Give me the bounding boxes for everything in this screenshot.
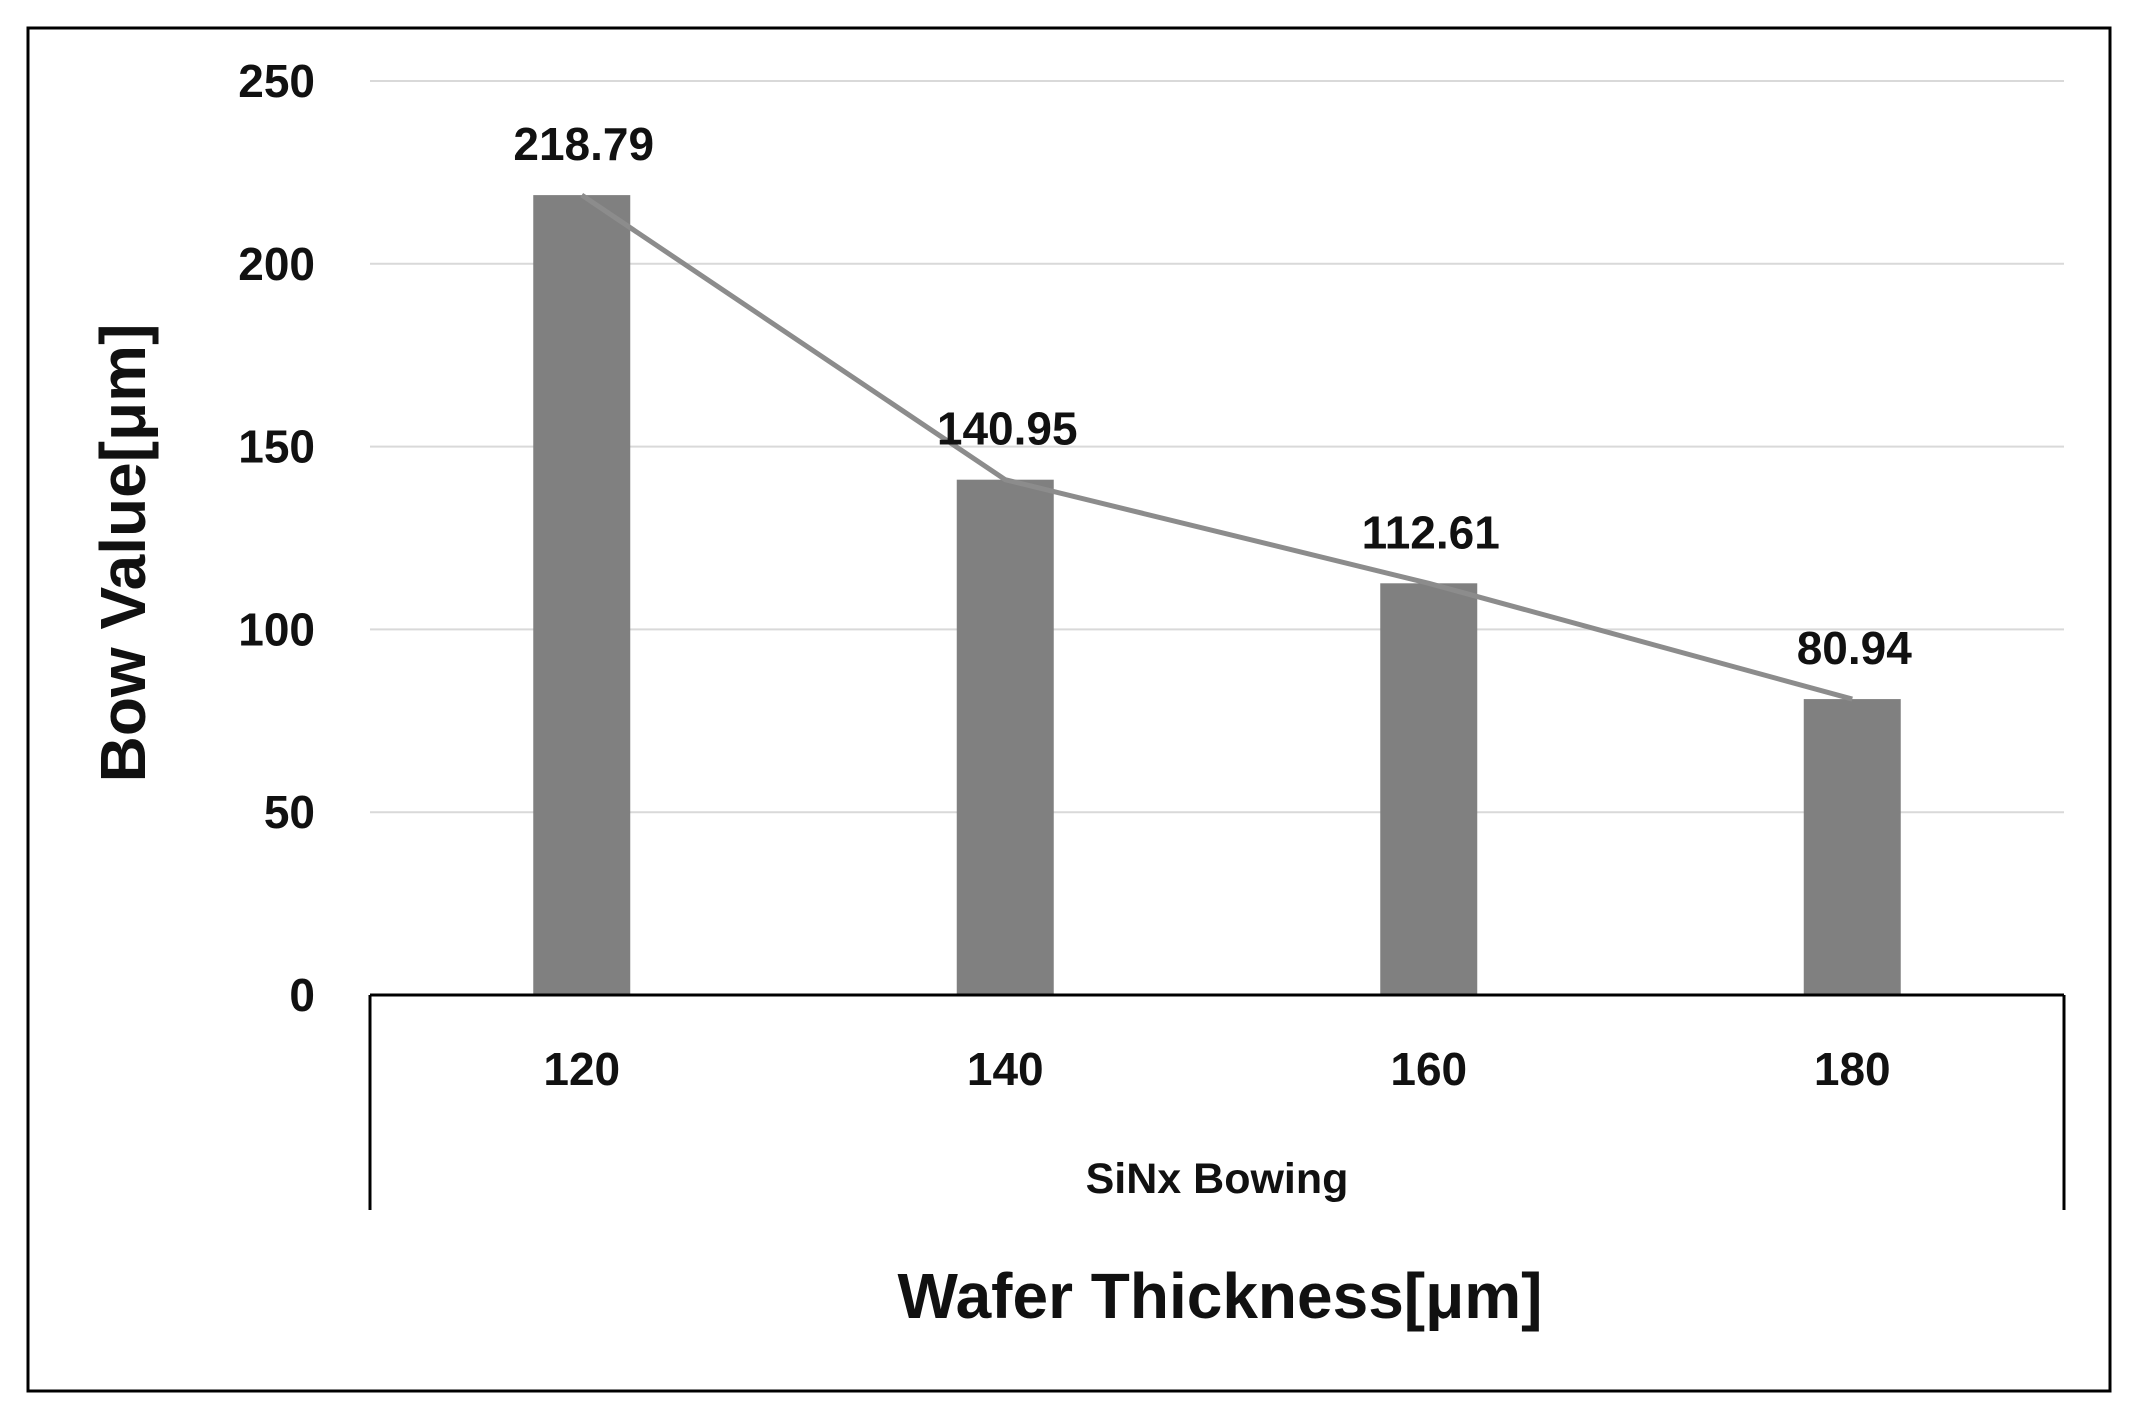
y-tick-label-100: 100 [238, 603, 315, 655]
y-tick-label-150: 150 [238, 421, 315, 473]
y-tick-label-200: 200 [238, 238, 315, 290]
y-tick-label-0: 0 [289, 969, 315, 1021]
x-axis-title: Wafer Thickness[μm] [898, 1260, 1543, 1332]
gridlines [370, 80, 2064, 814]
bars [533, 195, 1901, 996]
data-labels: 218.79 140.95 112.61 80.94 [513, 118, 1912, 674]
data-label-140: 140.95 [937, 403, 1078, 455]
chart-border [26, 26, 2112, 1393]
data-label-180: 80.94 [1797, 622, 1913, 674]
y-tick-label-50: 50 [264, 786, 315, 838]
group-label: SiNx Bowing [1086, 1155, 1349, 1203]
bar-140 [956, 479, 1054, 996]
x-tick-label-120: 120 [543, 1043, 620, 1095]
y-tick-label-250: 250 [238, 55, 315, 107]
trend-line [580, 193, 1853, 702]
x-tick-label-160: 160 [1390, 1043, 1467, 1095]
data-label-120: 218.79 [513, 118, 654, 170]
y-axis-ticks: 0 50 100 150 200 250 [238, 55, 315, 1021]
x-tick-label-180: 180 [1814, 1043, 1891, 1095]
x-axis-ticks: 120 140 160 180 [543, 1043, 1890, 1095]
bar-160 [1380, 583, 1478, 995]
category-axis-frame [368, 993, 2066, 1210]
data-label-160: 112.61 [1362, 506, 1500, 558]
bar-120 [533, 195, 631, 995]
trend-line-group [580, 193, 1853, 702]
bar-180 [1803, 699, 1901, 995]
x-tick-label-140: 140 [967, 1043, 1044, 1095]
y-axis-title: Bow Value[μm] [87, 324, 159, 783]
